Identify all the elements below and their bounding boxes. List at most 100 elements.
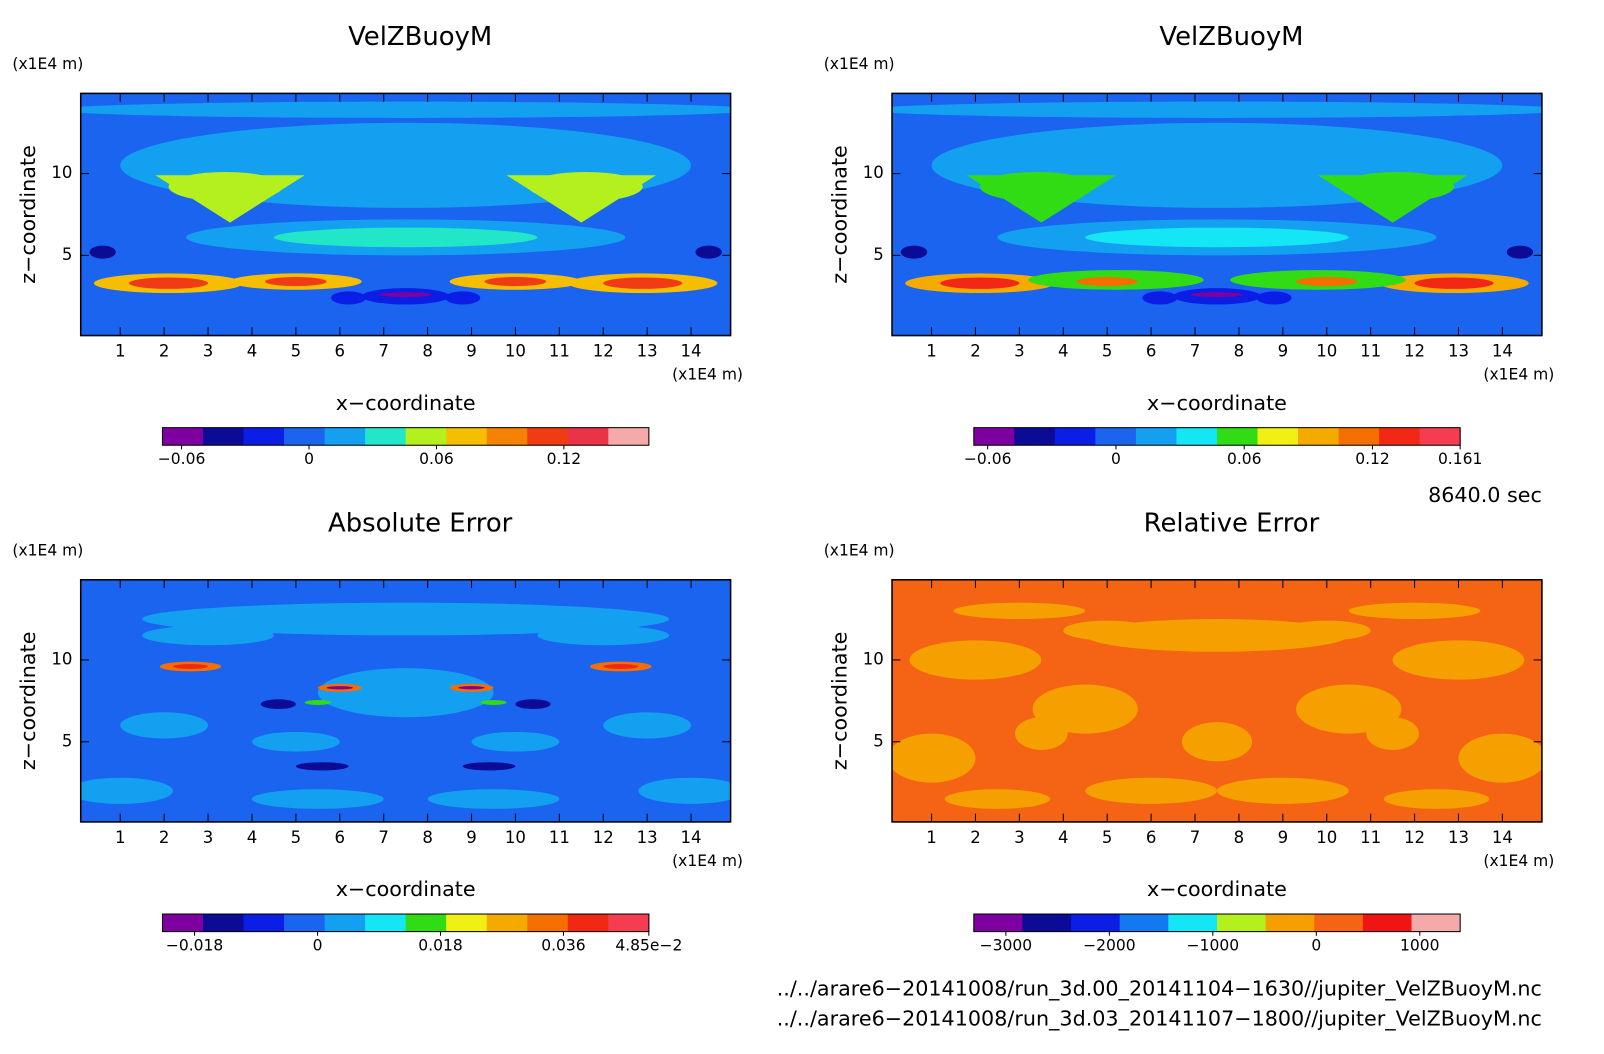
x-label: x−coordinate (336, 391, 476, 415)
contour-region (1216, 777, 1349, 804)
colorbar-segment (486, 427, 528, 446)
x-unit: (x1E4 m) (1483, 852, 1554, 870)
x-tick-label: 6 (1146, 342, 1157, 361)
y-label: z−coordinate (16, 145, 40, 284)
colorbar-segment (243, 427, 285, 446)
contour-region (1142, 291, 1178, 305)
x-tick-label: 10 (505, 342, 526, 361)
contour-region (1076, 276, 1138, 287)
y-label: z−coordinate (827, 632, 851, 771)
contour-region (1190, 292, 1244, 298)
x-unit: (x1E4 m) (672, 365, 743, 383)
y-tick-label: 10 (51, 649, 72, 668)
contour-region (462, 762, 516, 771)
colorbar-segment (446, 427, 488, 446)
contour-region (129, 277, 209, 289)
x-tick-label: 4 (247, 828, 258, 847)
contour-region (1296, 276, 1358, 287)
contour-region (1085, 777, 1217, 804)
x-tick-label: 10 (1316, 342, 1337, 361)
chart-title: Relative Error (1144, 508, 1320, 538)
colorbar-tick-label: −0.06 (964, 450, 1012, 468)
colorbar-segment (405, 427, 447, 446)
x-label: x−coordinate (336, 877, 476, 901)
contour-region (480, 700, 507, 705)
contour-region (944, 789, 1051, 809)
y-tick-label: 10 (51, 163, 72, 182)
x-tick-label: 14 (681, 342, 702, 361)
colorbar-tick-label: 0 (1311, 937, 1321, 955)
contour-region (304, 700, 332, 705)
colorbar-tick-label: 0.12 (547, 450, 582, 468)
x-tick-label: 5 (1102, 342, 1113, 361)
colorbar-tick-label: −2000 (1083, 937, 1136, 955)
colorbar-segment (1216, 914, 1267, 932)
colorbar-segment (608, 427, 650, 446)
x-tick-label: 8 (422, 828, 433, 847)
colorbar-segment (1071, 914, 1121, 932)
x-tick-label: 13 (1448, 342, 1469, 361)
contour-region (251, 789, 384, 809)
y-unit: (x1E4 m) (824, 541, 895, 559)
contour-region (260, 699, 296, 710)
x-tick-label: 3 (1014, 828, 1025, 847)
contour-region (1383, 789, 1490, 809)
contour-region (515, 699, 551, 710)
x-tick-label: 1 (926, 828, 937, 847)
colorbar-segment (324, 914, 366, 932)
colorbar-segment (1338, 427, 1380, 446)
contour-region (1317, 175, 1468, 223)
x-unit: (x1E4 m) (1483, 365, 1554, 383)
contour-region (1256, 291, 1292, 305)
contour-region (953, 602, 1086, 620)
x-tick-label: 7 (1190, 342, 1201, 361)
contour-region (458, 686, 485, 690)
colorbar-segment (1168, 914, 1218, 932)
x-tick-label: 2 (159, 342, 170, 361)
y-unit: (x1E4 m) (824, 55, 895, 73)
colorbar-tick-label: 0.12 (1355, 450, 1390, 468)
contour-field (80, 579, 731, 822)
x-tick-label: 8 (422, 342, 433, 361)
contour-region (900, 245, 928, 259)
colorbar-tick-label: 0.06 (419, 450, 454, 468)
x-tick-label: 3 (203, 342, 214, 361)
x-tick-label: 2 (970, 342, 981, 361)
contour-region (331, 291, 367, 305)
contour-region (537, 625, 670, 646)
colorbar-segment (203, 914, 245, 932)
plot-frame (79, 579, 732, 823)
y-tick-label: 5 (873, 731, 884, 750)
contour-region (1458, 733, 1542, 783)
colorbar-frame (973, 427, 1461, 446)
x-tick-label: 2 (159, 828, 170, 847)
x-tick-label: 11 (549, 342, 570, 361)
x-tick-label: 10 (505, 828, 526, 847)
colorbar-segment (162, 914, 204, 932)
x-tick-label: 1 (115, 342, 126, 361)
file-path: ../../arare6−20141008/run_3d.03_20141107… (777, 1007, 1542, 1032)
x-tick-label: 9 (1278, 342, 1289, 361)
x-label: x−coordinate (1147, 391, 1287, 415)
contour-region (940, 277, 1020, 289)
x-tick-label: 6 (335, 342, 346, 361)
contour-region (273, 227, 538, 248)
x-tick-label: 11 (549, 828, 570, 847)
contour-region (379, 292, 433, 298)
contour-region (120, 712, 209, 739)
colorbar-segment (1119, 914, 1169, 932)
colorbar-segment (973, 427, 1015, 446)
x-tick-label: 1 (926, 342, 937, 361)
contour-region (172, 664, 209, 669)
colorbar-segment (527, 427, 569, 446)
contour-region (89, 245, 116, 259)
plot-frame (79, 92, 732, 337)
x-tick-label: 4 (1058, 828, 1069, 847)
x-tick-label: 4 (247, 342, 258, 361)
contour-region (295, 762, 349, 771)
x-tick-label: 2 (970, 828, 981, 847)
contour-region (1348, 602, 1481, 620)
x-tick-label: 9 (1278, 828, 1289, 847)
contour-region (1032, 684, 1138, 734)
